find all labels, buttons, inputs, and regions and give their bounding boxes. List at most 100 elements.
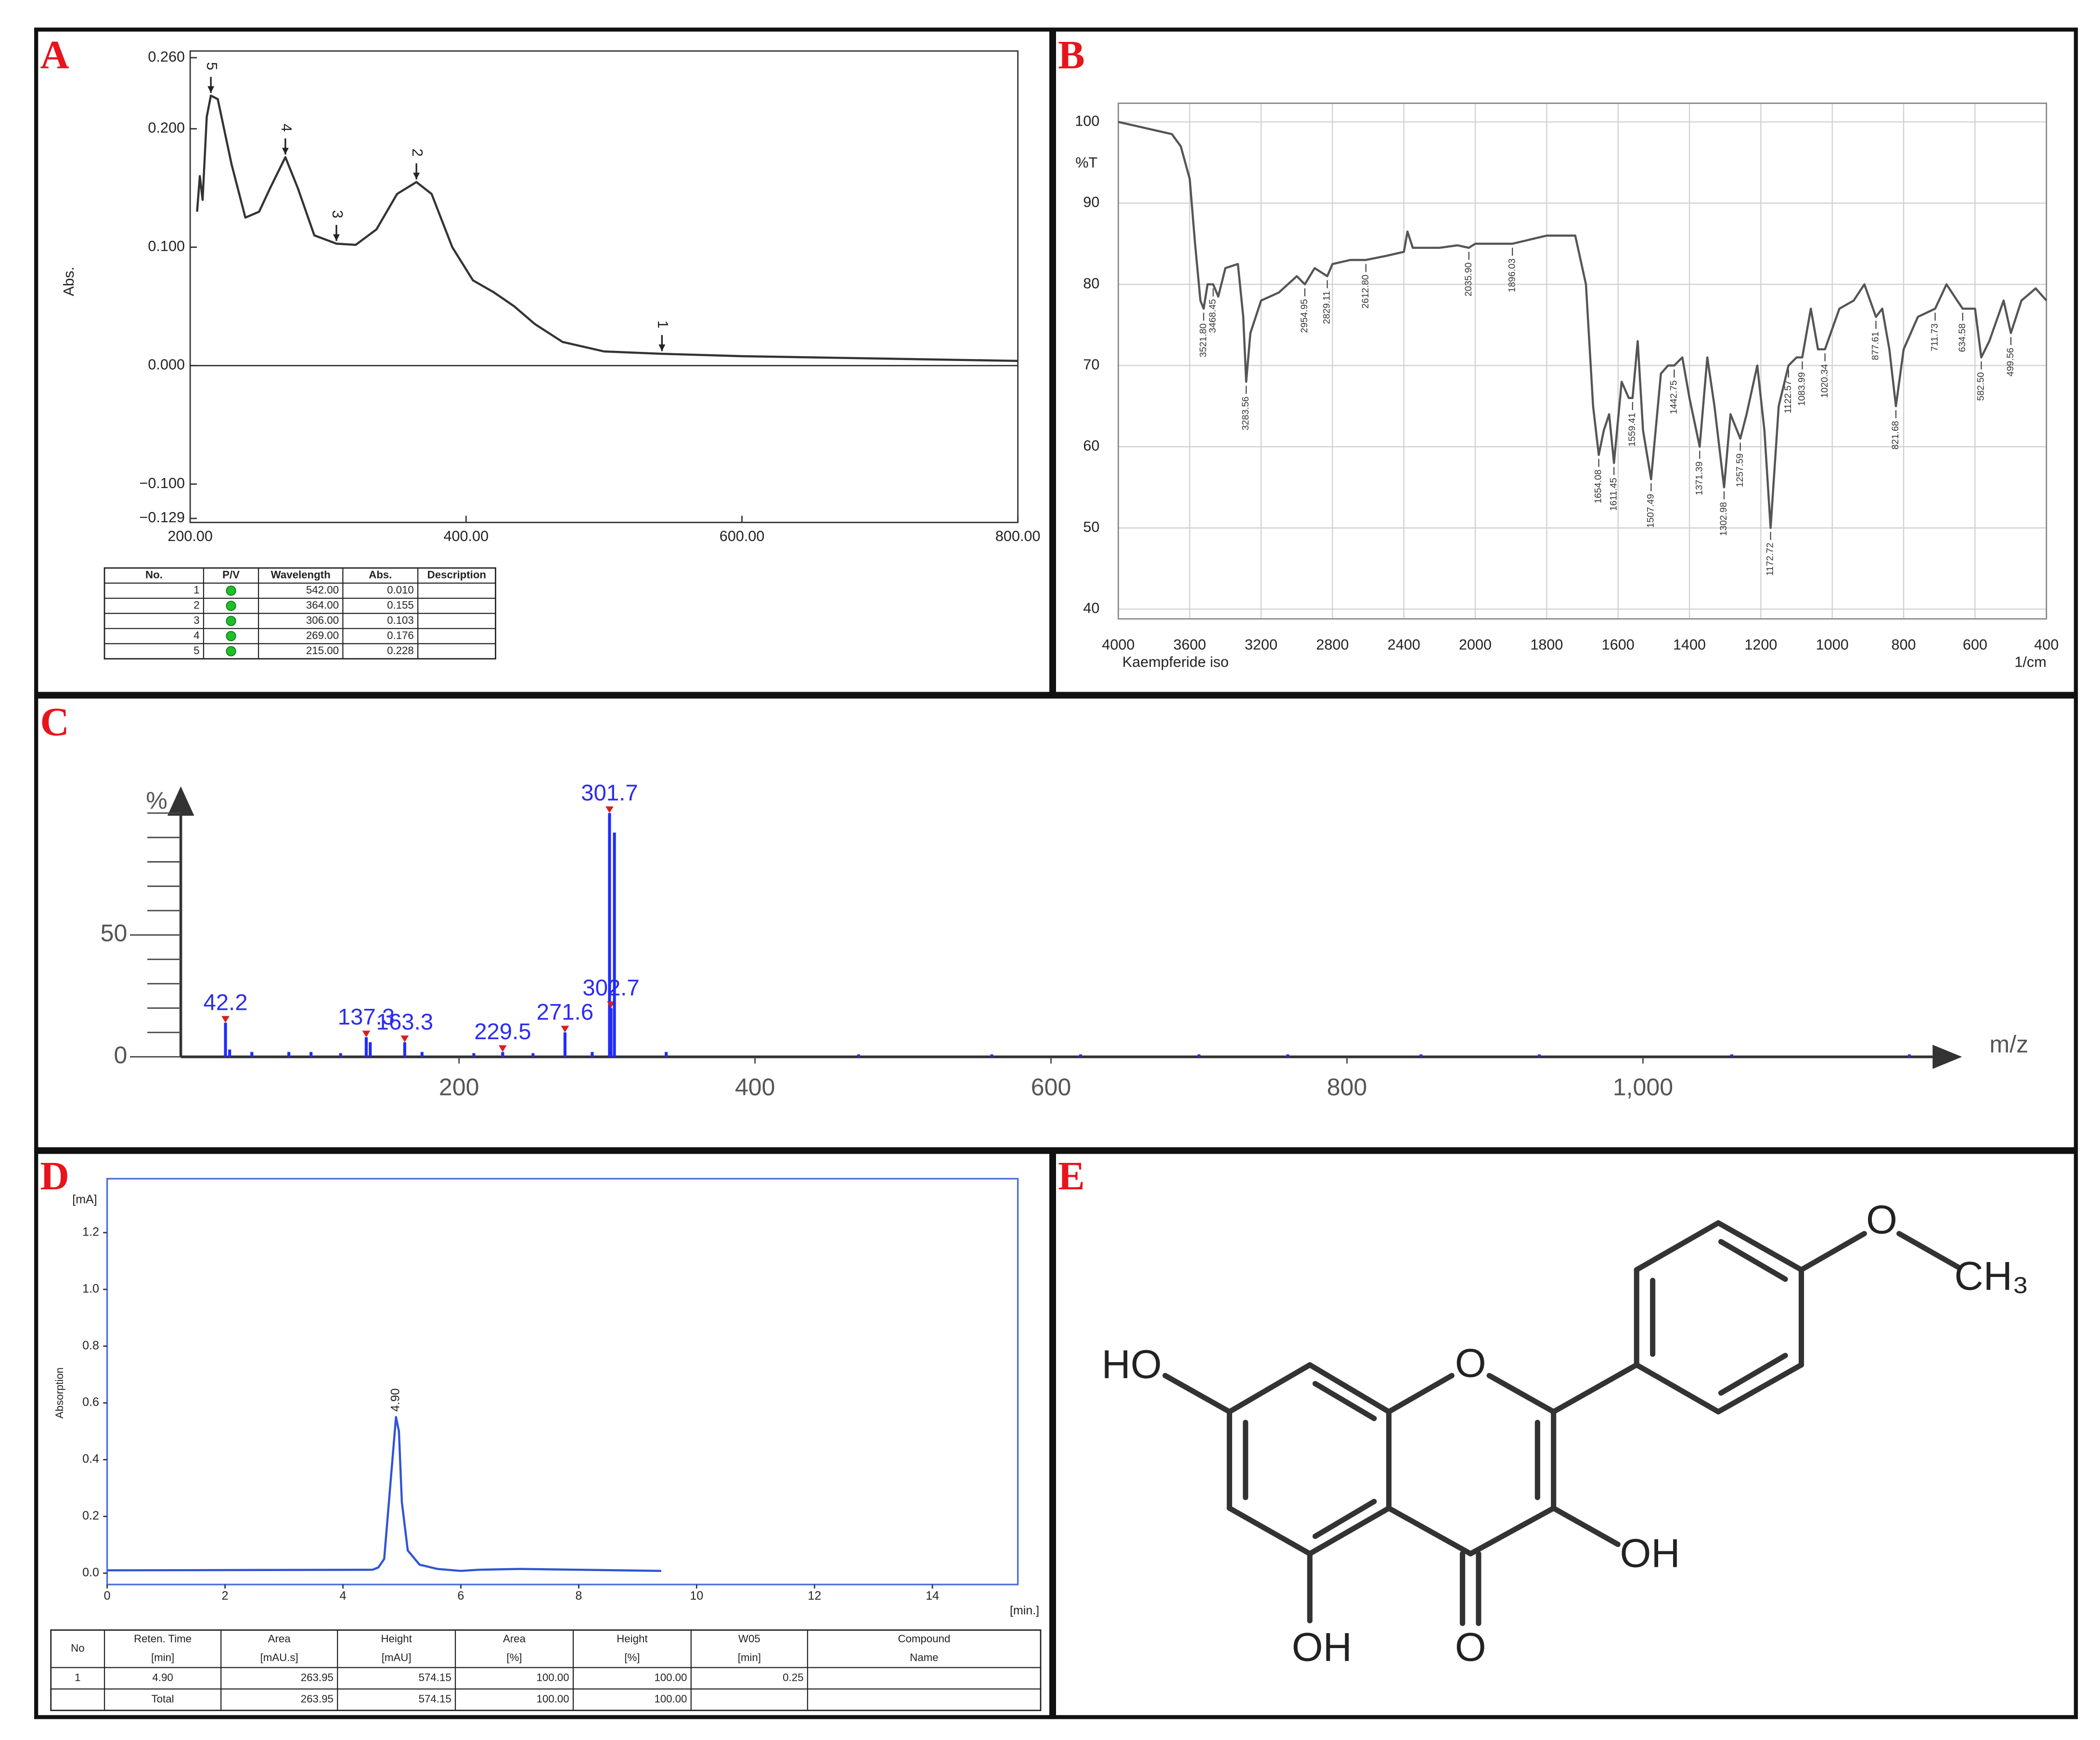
table-cell: 4.90 — [152, 1672, 173, 1684]
panel-frame — [34, 694, 2078, 1151]
x-tick-label: 200 — [439, 1074, 479, 1101]
peak-marker — [221, 1016, 230, 1023]
bond — [1226, 1505, 1313, 1557]
bond — [1486, 1373, 1557, 1415]
peak-label: 1442.75 — [1668, 380, 1679, 414]
peak-label: 711.73 — [1930, 323, 1940, 351]
x-tick-label: 800 — [1327, 1074, 1367, 1101]
table-cell: 100.00 — [654, 1693, 687, 1705]
peak-label: 821.68 — [1890, 421, 1901, 450]
table-header: Area — [503, 1633, 526, 1645]
panel-frame — [34, 1150, 1054, 1719]
table-header: Description — [427, 569, 486, 581]
peak-label: 302.7 — [582, 975, 639, 1001]
table-header: Reten. Time — [134, 1633, 192, 1645]
x-tick-label: 2400 — [1388, 637, 1420, 653]
panel-label: A — [40, 33, 69, 77]
x-tick-label: 800.00 — [995, 528, 1041, 544]
bond — [1307, 1505, 1392, 1557]
peak-label: 137.3 — [338, 1005, 395, 1030]
table-cell: 100.00 — [654, 1672, 687, 1684]
table-cell: 1 — [193, 584, 199, 596]
peak-label: 2954.95 — [1299, 299, 1310, 333]
peak-label: 1559.41 — [1627, 413, 1637, 447]
panel-frames — [34, 27, 2078, 1719]
table-cell: 0.228 — [387, 644, 414, 657]
x-tick-label: 10 — [690, 1589, 703, 1603]
x-tick-label: 1,000 — [1613, 1074, 1673, 1101]
bond — [1718, 1239, 1788, 1282]
bond — [1226, 1362, 1313, 1415]
x-tick-label: 8 — [575, 1589, 582, 1603]
y-tick-label: 50 — [101, 920, 128, 947]
atom-label: O — [1455, 1340, 1486, 1385]
x-tick-label: 2800 — [1316, 637, 1349, 653]
peak-label: 2829.11 — [1322, 291, 1332, 324]
table-header: [mAU] — [382, 1651, 412, 1663]
peak-label: 3 — [329, 210, 346, 218]
y-tick-label: 80 — [1083, 275, 1099, 292]
peak-label: 1257.59 — [1735, 453, 1745, 487]
bond — [1386, 1505, 1473, 1557]
peak-label: 1654.08 — [1593, 470, 1604, 503]
table-cell: 0.25 — [783, 1672, 803, 1684]
table-cell: 574.15 — [419, 1672, 451, 1684]
table-cell: 1 — [75, 1672, 80, 1684]
peak-label: 1611.45 — [1608, 477, 1619, 511]
table-header: W05 — [738, 1633, 760, 1645]
x-tick-label: 2000 — [1459, 637, 1492, 653]
y-axis-label: %T — [1075, 155, 1097, 171]
y-tick-label: 50 — [1083, 519, 1099, 535]
table-cell: 306.00 — [306, 614, 339, 626]
y-tick-label: 0.000 — [148, 357, 185, 373]
table-cell: 2 — [193, 599, 199, 611]
table-header: No. — [145, 569, 163, 581]
x-unit: [min.] — [1010, 1604, 1039, 1617]
table-cell: 0.155 — [387, 599, 414, 611]
peak-label: 2612.80 — [1360, 275, 1371, 309]
peak-arrowhead — [282, 148, 289, 155]
plot-frame — [106, 1178, 1019, 1585]
x-tick-label: 800 — [1892, 637, 1916, 653]
bond — [1715, 1220, 1804, 1273]
table-cell: Total — [152, 1693, 174, 1705]
status-dot — [226, 646, 236, 657]
panel-frame — [1052, 27, 2078, 696]
line — [1118, 121, 2048, 529]
peak-label: 1507.49 — [1645, 494, 1656, 528]
bond — [1718, 1353, 1788, 1396]
peak-marker — [606, 806, 614, 813]
table-cell: 3 — [193, 614, 199, 626]
table-header: [min] — [151, 1651, 174, 1663]
table-header: Compound — [898, 1633, 951, 1645]
y-tick-label: 0.0 — [82, 1566, 99, 1579]
table-header: Name — [910, 1651, 938, 1663]
x-tick-label: 1800 — [1530, 637, 1563, 653]
table-cell: 215.00 — [306, 644, 339, 657]
x-tick-label: 3600 — [1173, 637, 1206, 653]
plot-frame — [189, 50, 1019, 523]
x-tick-label: 1200 — [1744, 637, 1777, 653]
y-unit: [mA] — [72, 1193, 97, 1206]
table-cell: 100.00 — [537, 1672, 569, 1684]
x-tick-label: 14 — [926, 1589, 939, 1603]
table-cell: 263.95 — [301, 1693, 334, 1705]
table-cell: 100.00 — [537, 1693, 569, 1705]
x-tick-label: 1000 — [1816, 637, 1849, 653]
peak-label: 3468.45 — [1208, 299, 1218, 333]
x-tick-label: 3200 — [1245, 637, 1277, 653]
y-tick-label: 0.8 — [82, 1339, 99, 1352]
y-tick-label: 100 — [1075, 113, 1099, 129]
panel-label: D — [40, 1154, 69, 1199]
bond — [1551, 1362, 1639, 1415]
table-header: Height — [381, 1633, 412, 1645]
x-tick-label: 4000 — [1102, 637, 1134, 653]
peak-label: 1896.03 — [1507, 258, 1517, 292]
atom-label: CH₃ — [1954, 1253, 2029, 1299]
bond — [1312, 1498, 1377, 1539]
table-cell: 542.00 — [306, 584, 339, 596]
x-tick-label: 12 — [808, 1589, 821, 1603]
status-dot — [226, 601, 236, 611]
line — [107, 1416, 661, 1572]
bond — [1551, 1505, 1621, 1547]
